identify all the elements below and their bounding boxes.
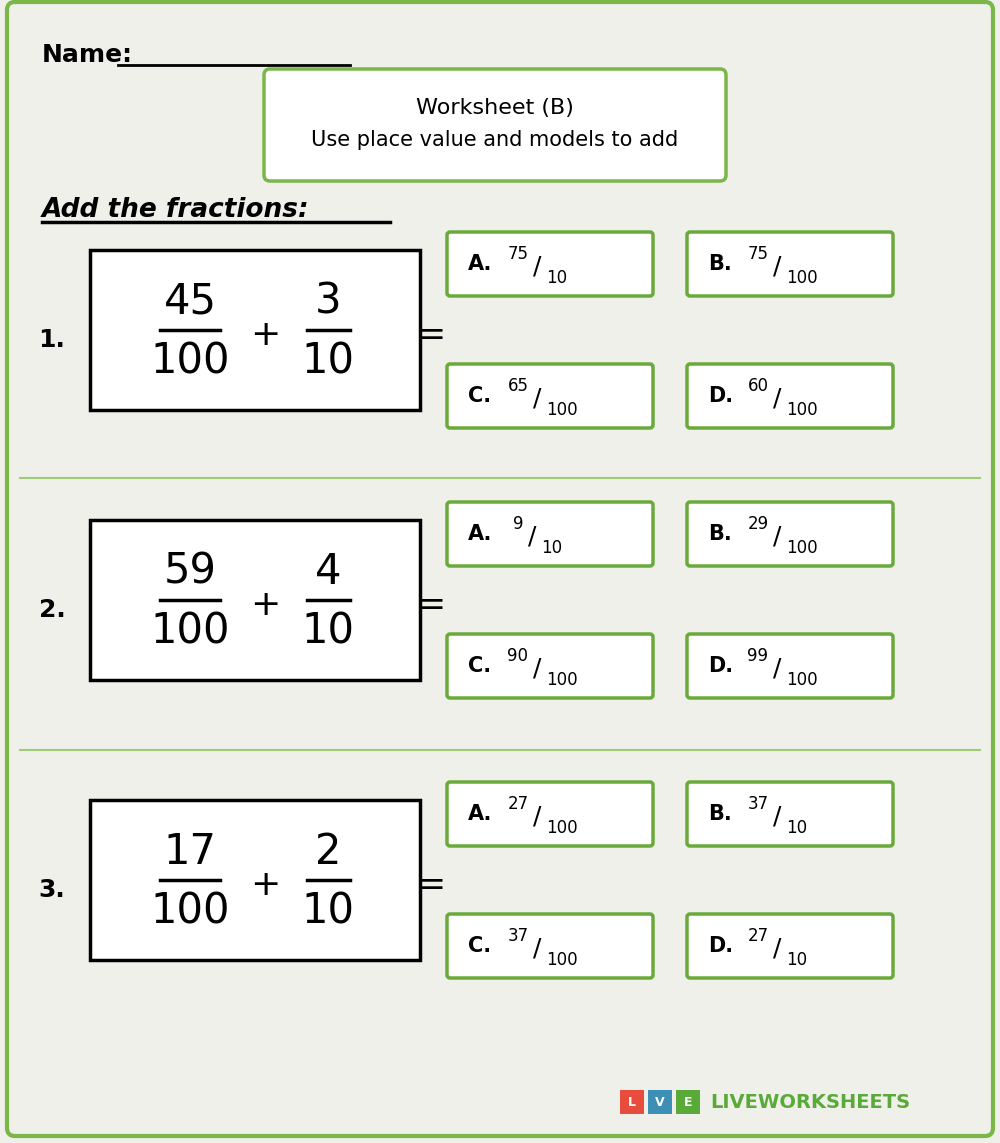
Text: 10: 10 (302, 341, 354, 383)
Text: 100: 100 (150, 612, 230, 653)
Text: /: / (533, 804, 541, 828)
Bar (648, 1090, 672, 1114)
Text: +: + (250, 588, 280, 622)
Text: 60: 60 (748, 377, 768, 395)
Text: /: / (773, 936, 781, 960)
FancyBboxPatch shape (687, 914, 893, 978)
FancyBboxPatch shape (447, 502, 653, 566)
Text: 100: 100 (786, 401, 818, 419)
Text: /: / (773, 254, 781, 278)
Text: Name:: Name: (42, 43, 133, 67)
Text: 29: 29 (747, 515, 769, 533)
Text: =: = (415, 868, 445, 902)
Text: C.: C. (468, 656, 491, 676)
Text: A.: A. (468, 254, 492, 274)
Text: 3.: 3. (39, 878, 65, 902)
Text: /: / (533, 656, 541, 680)
Text: 75: 75 (508, 245, 528, 263)
Text: Use place value and models to add: Use place value and models to add (311, 130, 679, 150)
Text: 2: 2 (315, 831, 341, 873)
Text: B.: B. (708, 804, 732, 824)
Bar (676, 1090, 700, 1114)
Text: Worksheet (B): Worksheet (B) (416, 98, 574, 118)
Text: /: / (773, 656, 781, 680)
Text: D.: D. (708, 936, 733, 956)
Text: 100: 100 (546, 401, 578, 419)
Text: 17: 17 (164, 831, 216, 873)
Text: 100: 100 (786, 671, 818, 689)
FancyBboxPatch shape (447, 782, 653, 846)
Text: V: V (655, 1095, 665, 1109)
Text: E: E (684, 1095, 692, 1109)
FancyBboxPatch shape (687, 502, 893, 566)
FancyBboxPatch shape (447, 914, 653, 978)
FancyBboxPatch shape (687, 782, 893, 846)
Text: L: L (628, 1095, 636, 1109)
Text: 37: 37 (747, 796, 769, 813)
Text: 2.: 2. (39, 598, 65, 622)
Text: LIVEWORKSHEETS: LIVEWORKSHEETS (710, 1093, 910, 1111)
Text: 10: 10 (541, 539, 562, 557)
Text: +: + (250, 318, 280, 352)
FancyBboxPatch shape (264, 69, 726, 181)
Text: /: / (533, 936, 541, 960)
Text: 9: 9 (513, 515, 523, 533)
Text: 100: 100 (546, 951, 578, 969)
FancyBboxPatch shape (687, 363, 893, 427)
Text: 100: 100 (786, 269, 818, 287)
Text: B.: B. (708, 523, 732, 544)
FancyBboxPatch shape (447, 232, 653, 296)
Text: 4: 4 (315, 551, 341, 593)
Text: A.: A. (468, 804, 492, 824)
FancyBboxPatch shape (447, 363, 653, 427)
Text: D.: D. (708, 386, 733, 406)
Text: 100: 100 (786, 539, 818, 557)
Text: C.: C. (468, 936, 491, 956)
Text: 59: 59 (164, 551, 216, 593)
Text: 10: 10 (546, 269, 567, 287)
Text: 100: 100 (150, 341, 230, 383)
Text: =: = (415, 588, 445, 622)
Text: /: / (533, 254, 541, 278)
Text: =: = (415, 318, 445, 352)
Text: 27: 27 (747, 927, 769, 945)
Text: +: + (250, 868, 280, 902)
Text: /: / (773, 386, 781, 410)
Text: /: / (773, 804, 781, 828)
Bar (620, 1090, 644, 1114)
FancyBboxPatch shape (447, 634, 653, 698)
Text: 45: 45 (164, 281, 216, 323)
Text: 100: 100 (150, 892, 230, 933)
FancyBboxPatch shape (7, 2, 993, 1136)
Bar (90, 520, 420, 680)
FancyBboxPatch shape (687, 634, 893, 698)
Text: C.: C. (468, 386, 491, 406)
Text: 10: 10 (786, 951, 807, 969)
Text: /: / (528, 523, 536, 547)
Text: B.: B. (708, 254, 732, 274)
FancyBboxPatch shape (687, 232, 893, 296)
Text: Add the fractions:: Add the fractions: (42, 197, 310, 223)
Text: 37: 37 (507, 927, 529, 945)
Text: 100: 100 (546, 820, 578, 837)
Text: /: / (773, 523, 781, 547)
Text: 99: 99 (748, 647, 768, 665)
Bar (90, 800, 420, 960)
Text: 27: 27 (507, 796, 529, 813)
Text: A.: A. (468, 523, 492, 544)
Text: 75: 75 (748, 245, 768, 263)
Text: D.: D. (708, 656, 733, 676)
Text: 100: 100 (546, 671, 578, 689)
Bar (90, 250, 420, 410)
Text: 3: 3 (315, 281, 341, 323)
Text: 10: 10 (302, 612, 354, 653)
Text: /: / (533, 386, 541, 410)
Text: 1.: 1. (39, 328, 65, 352)
Text: 10: 10 (302, 892, 354, 933)
Text: 10: 10 (786, 820, 807, 837)
Text: 65: 65 (508, 377, 528, 395)
Text: 90: 90 (508, 647, 528, 665)
